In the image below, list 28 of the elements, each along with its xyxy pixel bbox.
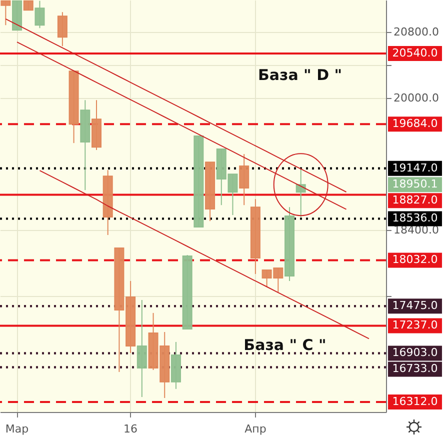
x-tick-label: 16 — [124, 422, 138, 436]
candlestick — [239, 154, 250, 206]
ref-line-label: 20540.0 — [392, 46, 438, 60]
candlestick — [0, 0, 11, 26]
ref-line-label: 17475.0 — [392, 299, 438, 312]
candlestick — [136, 300, 147, 398]
line-series — [5, 18, 347, 192]
ref-line-label: 19147.0 — [392, 161, 438, 174]
ref-line-label: 18536.0 — [392, 212, 438, 225]
text: 18950.1 — [392, 178, 438, 191]
ref-line-label: 17237.0 — [392, 318, 438, 332]
candlestick — [34, 0, 45, 29]
ref-line-label: 19684.0 — [392, 117, 438, 130]
ref-line-label: 16903.0 — [392, 346, 438, 360]
ref-line-label: 16312.0 — [392, 394, 438, 408]
annotation: База " C " — [244, 336, 326, 354]
ref-line-label: 18032.0 — [392, 253, 438, 266]
line-series — [39, 170, 370, 340]
line-series — [16, 42, 347, 210]
ref-line-label: 18827.0 — [392, 194, 438, 207]
x-tick-label: Апр — [244, 422, 266, 436]
y-tick-label: 20000.0 — [394, 92, 439, 105]
annotation: База " D " — [258, 66, 342, 84]
x-tick-label: Мар — [5, 422, 29, 436]
y-tick-label: 20800.0 — [394, 26, 439, 39]
candlestick — [57, 12, 68, 47]
candlestick — [23, 0, 34, 11]
ref-line-label: 16733.0 — [392, 362, 438, 376]
